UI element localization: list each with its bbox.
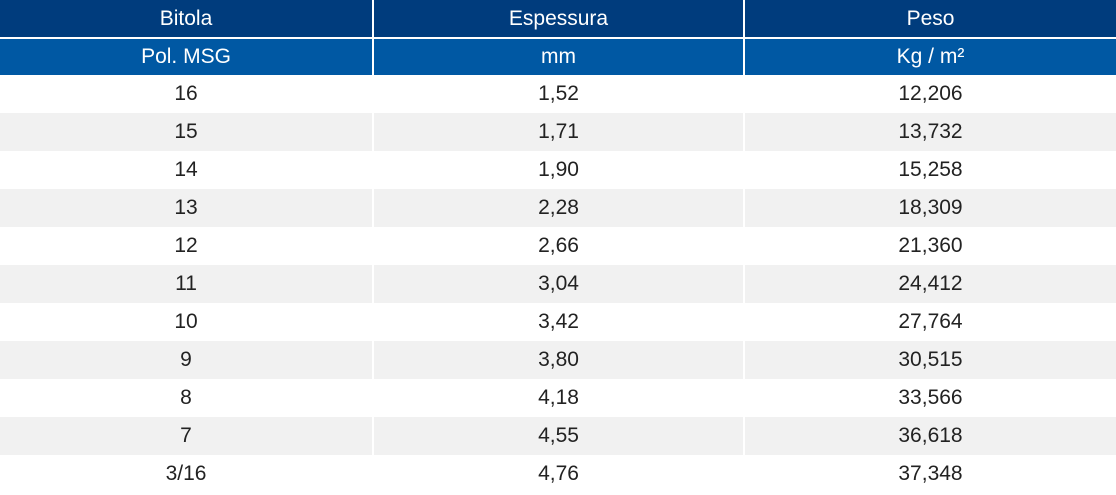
cell-espessura: 1,90 bbox=[373, 151, 745, 189]
cell-peso: 30,515 bbox=[744, 341, 1116, 379]
header-bitola: Bitola bbox=[0, 0, 374, 39]
table-row: 14 1,90 15,258 bbox=[0, 151, 1116, 189]
table-row: 16 1,52 12,206 bbox=[0, 75, 1116, 113]
cell-bitola: 9 bbox=[0, 341, 374, 379]
table-row: 7 4,55 36,618 bbox=[0, 417, 1116, 455]
cell-peso: 15,258 bbox=[744, 151, 1116, 189]
cell-espessura: 4,76 bbox=[373, 455, 745, 493]
header-peso: Peso bbox=[744, 0, 1116, 39]
table-row: 12 2,66 21,360 bbox=[0, 227, 1116, 265]
cell-peso: 27,764 bbox=[744, 303, 1116, 341]
cell-bitola: 10 bbox=[0, 303, 374, 341]
cell-espessura: 1,71 bbox=[373, 113, 745, 151]
cell-bitola: 12 bbox=[0, 227, 374, 265]
table-row: 8 4,18 33,566 bbox=[0, 379, 1116, 417]
cell-bitola: 3/16 bbox=[0, 455, 374, 493]
table-row: 15 1,71 13,732 bbox=[0, 113, 1116, 151]
table-row: 10 3,42 27,764 bbox=[0, 303, 1116, 341]
cell-bitola: 7 bbox=[0, 417, 374, 455]
cell-bitola: 16 bbox=[0, 75, 374, 113]
cell-bitola: 11 bbox=[0, 265, 374, 303]
cell-peso: 24,412 bbox=[744, 265, 1116, 303]
cell-espessura: 4,18 bbox=[373, 379, 745, 417]
table-header: Bitola Espessura Peso Pol. MSG mm Kg / m… bbox=[0, 0, 1116, 75]
header-row-titles: Bitola Espessura Peso bbox=[0, 0, 1116, 39]
cell-espessura: 3,80 bbox=[373, 341, 745, 379]
cell-peso: 12,206 bbox=[744, 75, 1116, 113]
header-unit-bitola: Pol. MSG bbox=[0, 38, 374, 75]
cell-espessura: 1,52 bbox=[373, 75, 745, 113]
cell-bitola: 13 bbox=[0, 189, 374, 227]
cell-peso: 36,618 bbox=[744, 417, 1116, 455]
cell-espessura: 3,04 bbox=[373, 265, 745, 303]
header-row-units: Pol. MSG mm Kg / m² bbox=[0, 38, 1116, 75]
cell-bitola: 8 bbox=[0, 379, 374, 417]
cell-bitola: 15 bbox=[0, 113, 374, 151]
cell-espessura: 4,55 bbox=[373, 417, 745, 455]
cell-bitola: 14 bbox=[0, 151, 374, 189]
cell-peso: 13,732 bbox=[744, 113, 1116, 151]
cell-espessura: 2,28 bbox=[373, 189, 745, 227]
cell-peso: 18,309 bbox=[744, 189, 1116, 227]
header-unit-peso: Kg / m² bbox=[744, 38, 1116, 75]
table-row: 3/16 4,76 37,348 bbox=[0, 455, 1116, 493]
table-row: 11 3,04 24,412 bbox=[0, 265, 1116, 303]
table-row: 9 3,80 30,515 bbox=[0, 341, 1116, 379]
cell-espessura: 2,66 bbox=[373, 227, 745, 265]
cell-peso: 33,566 bbox=[744, 379, 1116, 417]
cell-peso: 21,360 bbox=[744, 227, 1116, 265]
cell-peso: 37,348 bbox=[744, 455, 1116, 493]
table-body: 16 1,52 12,206 15 1,71 13,732 14 1,90 15… bbox=[0, 75, 1116, 493]
table-row: 13 2,28 18,309 bbox=[0, 189, 1116, 227]
header-espessura: Espessura bbox=[373, 0, 745, 39]
cell-espessura: 3,42 bbox=[373, 303, 745, 341]
header-unit-espessura: mm bbox=[373, 38, 745, 75]
